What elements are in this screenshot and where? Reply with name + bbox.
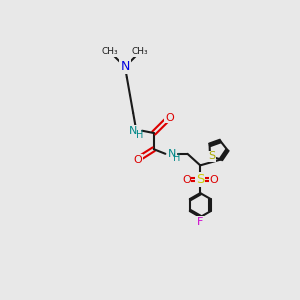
Text: S: S [208,151,215,161]
Text: N: N [129,126,138,136]
Text: O: O [165,112,174,122]
Text: CH₃: CH₃ [102,47,118,56]
Text: N: N [168,149,176,159]
Text: S: S [196,173,204,186]
Text: O: O [210,175,219,185]
Text: O: O [134,155,142,165]
Text: F: F [197,217,203,227]
Text: N: N [120,60,130,73]
Text: H: H [172,153,180,163]
Text: H: H [136,130,143,140]
Text: O: O [182,175,191,185]
Text: CH₃: CH₃ [132,47,148,56]
